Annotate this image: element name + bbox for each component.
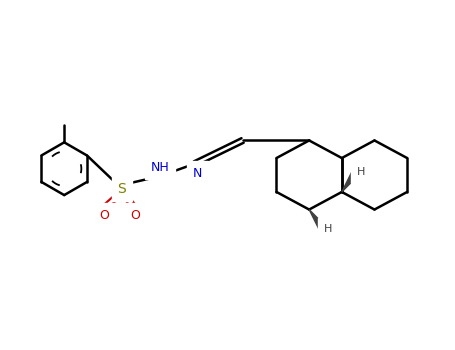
Text: O: O: [99, 209, 109, 222]
Polygon shape: [342, 172, 357, 192]
Text: N: N: [192, 167, 202, 180]
Polygon shape: [309, 210, 324, 229]
Text: S: S: [117, 182, 126, 196]
Text: NH: NH: [150, 161, 169, 174]
Text: H: H: [324, 224, 332, 234]
Text: O: O: [130, 209, 140, 222]
Text: H: H: [356, 168, 365, 177]
